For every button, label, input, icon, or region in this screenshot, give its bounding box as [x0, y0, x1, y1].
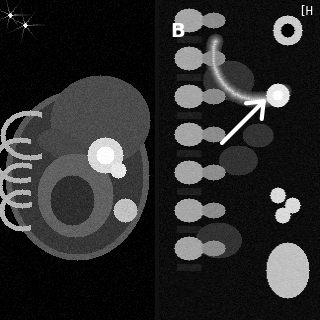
FancyArrowPatch shape [222, 101, 264, 143]
Text: [H: [H [298, 4, 313, 17]
Text: B: B [170, 22, 185, 41]
